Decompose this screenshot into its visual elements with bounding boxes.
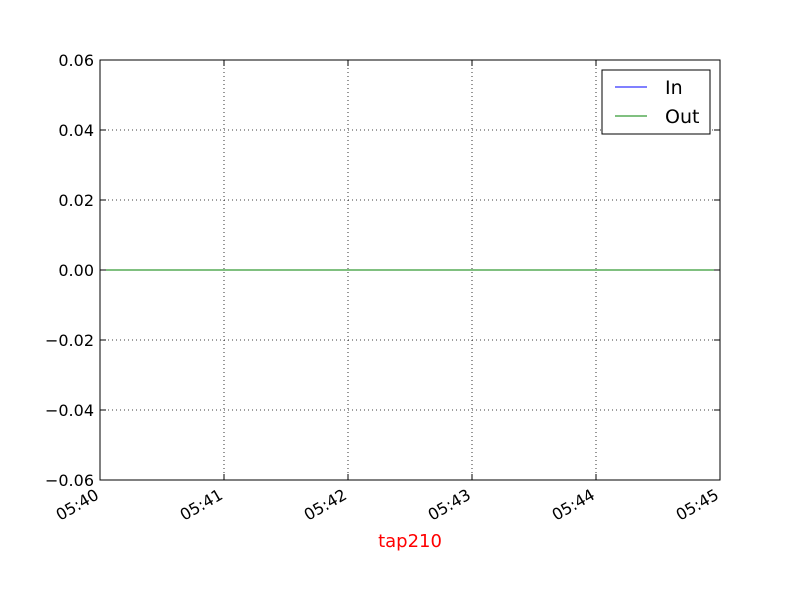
y-tick-label: 0.00 [58, 261, 94, 280]
legend-label-out: Out [665, 106, 699, 128]
legend: In Out [601, 69, 711, 135]
y-tick-label: 0.06 [58, 51, 94, 70]
y-tick-label: −0.06 [45, 471, 94, 490]
y-tick-label: −0.02 [45, 331, 94, 350]
y-tick-label: 0.04 [58, 121, 94, 140]
legend-box [601, 69, 711, 135]
y-tick-label: −0.04 [45, 401, 94, 420]
y-axis-ticks: 0.06 0.04 0.02 0.00 −0.02 −0.04 −0.06 [45, 51, 720, 490]
y-tick-label: 0.02 [58, 191, 94, 210]
legend-label-in: In [665, 77, 683, 99]
x-axis-label: tap210 [378, 531, 442, 552]
